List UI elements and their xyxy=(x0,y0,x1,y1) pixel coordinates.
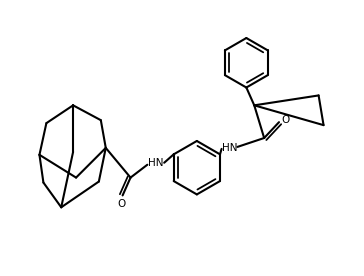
Text: O: O xyxy=(282,115,290,125)
Text: O: O xyxy=(118,199,126,209)
Text: HN: HN xyxy=(147,158,163,168)
Text: HN: HN xyxy=(222,143,237,153)
